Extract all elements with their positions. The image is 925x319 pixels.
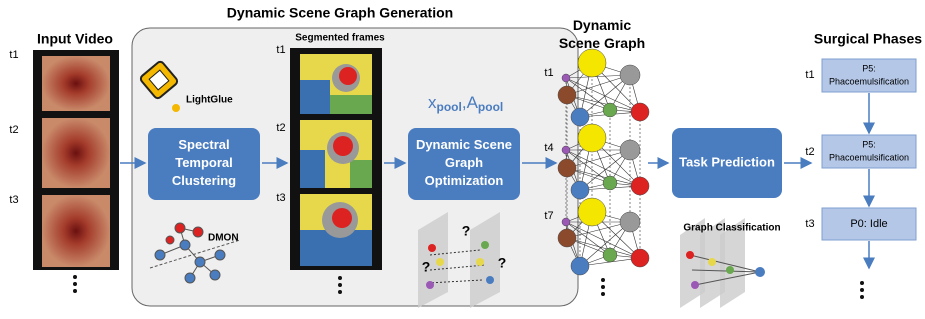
- graph-node: [620, 140, 640, 160]
- time-label: t1: [276, 44, 285, 56]
- graph-node: [562, 74, 570, 82]
- time-label: t2: [805, 146, 814, 158]
- time-label: t1: [9, 49, 18, 61]
- graph-node: [578, 124, 606, 152]
- time-label: t3: [805, 218, 814, 230]
- unknown-mark: ?: [498, 255, 507, 271]
- phase-label: P0: Idle: [850, 218, 887, 230]
- ellipsis: [73, 275, 77, 293]
- ellipsis: [601, 278, 605, 296]
- method-label: Graph Classification: [683, 223, 780, 234]
- subsection-title: Segmented frames: [295, 33, 385, 44]
- graph-node: [620, 212, 640, 232]
- unknown-mark: ?: [462, 223, 471, 239]
- graph-node: [620, 65, 640, 85]
- diagram: Input Video t1 t2 t3 Dynamic Scene Graph…: [0, 0, 925, 314]
- graph-node: [603, 176, 617, 190]
- graph-node: [578, 49, 606, 77]
- film-strip: [33, 50, 119, 270]
- graph-node: [603, 103, 617, 117]
- time-label: t7: [544, 210, 553, 222]
- graph-node: [558, 86, 576, 104]
- phase-label: Phacoemulsification: [829, 76, 909, 86]
- graph-node: [571, 181, 589, 199]
- time-label: t2: [9, 124, 18, 136]
- segmented-strip: [290, 48, 382, 270]
- graph-node: [631, 177, 649, 195]
- ellipsis: [338, 276, 342, 294]
- time-label: t1: [544, 67, 553, 79]
- section-title: Dynamic: [573, 17, 632, 33]
- graph-node: [562, 218, 570, 226]
- unknown-mark: ?: [422, 259, 431, 275]
- section-title: Surgical Phases: [814, 31, 922, 47]
- graph-node: [631, 103, 649, 121]
- method-label: DMON: [208, 233, 239, 244]
- graph-node: [571, 108, 589, 126]
- phase-label: Phacoemulsification: [829, 152, 909, 162]
- time-label: t2: [276, 122, 285, 134]
- section-title: Dynamic Scene Graph Generation: [227, 5, 453, 21]
- process-label: Spectral: [178, 137, 229, 152]
- graph-node: [562, 146, 570, 154]
- time-label: t3: [9, 194, 18, 206]
- process-label: Dynamic Scene: [416, 137, 512, 152]
- graph-node: [603, 248, 617, 262]
- time-label: t4: [544, 142, 553, 154]
- section-title: Scene Graph: [559, 35, 645, 51]
- phase-label: P5:: [862, 63, 876, 73]
- graph-node: [558, 159, 576, 177]
- graph-node: [578, 198, 606, 226]
- process-label: Task Prediction: [679, 154, 775, 169]
- method-label: LightGlue: [186, 95, 233, 106]
- process-label: Clustering: [172, 173, 236, 188]
- process-label: Optimization: [425, 173, 504, 188]
- graph-node: [571, 257, 589, 275]
- phase-label: P5:: [862, 139, 876, 149]
- graph-node: [631, 249, 649, 267]
- graph-node: [558, 229, 576, 247]
- process-label: Graph: [445, 155, 483, 170]
- ellipsis: [860, 281, 864, 299]
- time-label: t3: [276, 192, 285, 204]
- process-label: Temporal: [175, 155, 233, 170]
- section-title: Input Video: [37, 31, 113, 47]
- time-label: t1: [805, 69, 814, 81]
